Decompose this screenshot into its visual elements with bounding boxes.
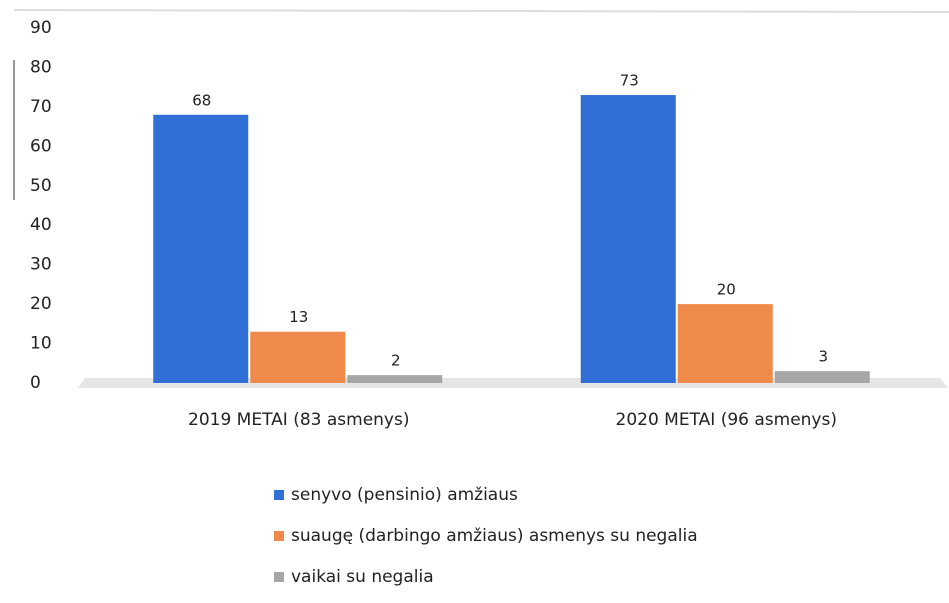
data-label: 68 [192,91,211,109]
frame-top [13,9,949,13]
legend-label: suaugę (darbingo amžiaus) asmenys su neg… [291,526,698,546]
y-tick-label: 20 [30,294,52,314]
data-label: 73 [620,72,639,90]
bar [774,371,870,383]
x-tick-label: 2019 METAI (83 asmenys) [188,410,409,430]
y-tick-label: 10 [30,334,52,354]
legend-swatch [274,531,284,541]
y-tick-label: 70 [30,97,52,117]
data-label: 2 [391,352,401,370]
y-tick-label: 40 [30,215,52,235]
data-label: 13 [289,308,308,326]
y-tick-label: 50 [30,176,52,196]
data-label: 20 [717,281,736,299]
y-tick-label: 80 [30,57,52,77]
bar [347,375,443,383]
data-label: 3 [818,348,828,366]
bar [580,95,676,384]
legend-swatch [274,572,284,582]
bar [153,114,249,384]
bar [250,331,346,383]
legend-swatch [274,490,284,500]
y-tick-label: 60 [30,136,52,156]
legend-label: vaikai su negalia [291,567,434,587]
y-tick-label: 0 [30,373,41,393]
x-tick-label: 2020 METAI (96 asmenys) [616,410,837,430]
y-tick-label: 90 [30,18,52,38]
legend-label: senyvo (pensinio) amžiaus [291,485,518,505]
bar [677,304,773,383]
y-tick-label: 30 [30,255,52,275]
